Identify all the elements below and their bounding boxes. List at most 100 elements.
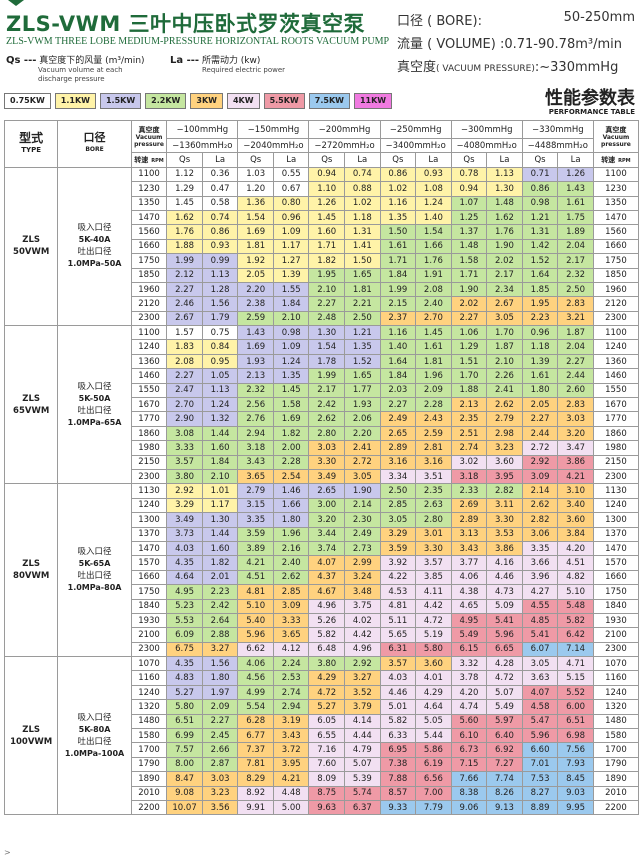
la-cell: 1.31: [344, 224, 381, 240]
la-cell: 1.89: [557, 224, 594, 240]
qs-cell: 4.56: [237, 670, 274, 686]
qs-cell: 3.44: [308, 526, 346, 542]
header-mmhg: −200mmHg: [308, 120, 381, 139]
table-row: 1750 1.99 0.99 1.92 1.27 1.82 1.50 1.71 1.76 1.58…: [5, 253, 640, 269]
rpm-cell-right: 1860: [592, 425, 640, 442]
qs-cell: 2.32: [237, 382, 274, 399]
la-cell: 1.82: [272, 425, 310, 442]
qs-cell: 2.76: [237, 411, 274, 427]
la-cell: 2.41: [344, 440, 381, 456]
la-cell: 4.71: [557, 656, 594, 672]
la-cell: 4.11: [415, 584, 452, 600]
rpm-cell-right: 1370: [592, 526, 640, 542]
table-row: 2100 6.09 2.88 5.96 3.65 5.82 4.42 5.65 5.19 5.49…: [5, 627, 640, 643]
qs-cell: 6.62: [237, 641, 274, 658]
qs-cell: 2.80: [308, 425, 346, 442]
rpm-cell-right: 1580: [592, 728, 640, 744]
la-cell: 4.28: [486, 656, 523, 672]
table-row: 1930 5.53 2.64 5.40 3.33 5.26 4.02 5.11 4.72 4.95…: [5, 612, 640, 629]
qs-cell: 8.29: [237, 771, 274, 787]
rpm-cell-right: 2200: [592, 799, 640, 816]
qs-cell: 6.07: [521, 641, 559, 658]
la-cell: 5.10: [557, 584, 594, 600]
la-cell: 3.79: [344, 699, 381, 715]
la-cell: 2.23: [201, 584, 239, 600]
la-cell: 3.21: [557, 310, 594, 327]
perf-title-cn: 性能参数表: [545, 88, 635, 109]
la-cell: 1.80: [201, 670, 239, 686]
qs-cell: 1.99: [308, 368, 346, 384]
la-cell: 1.21: [344, 325, 381, 341]
qs-cell: 1.76: [166, 224, 203, 240]
la-cell: 2.49: [344, 526, 381, 542]
la-cell: 1.61: [415, 339, 452, 355]
la-cell: 2.08: [415, 281, 452, 298]
bore-en: BORE: [85, 145, 104, 153]
header-la: La: [344, 152, 381, 168]
qs-cell: 7.60: [308, 756, 346, 773]
rpm-en: RPM: [618, 157, 631, 164]
qs-cell: 1.95: [521, 296, 559, 312]
header-mmhg: −250mmHg: [379, 120, 452, 139]
la-cell: 5.86: [415, 742, 452, 758]
la-cell: 4.16: [486, 555, 523, 571]
table-row: 1750 4.95 2.23 4.81 2.85 4.67 3.48 4.53 4.11 4.38…: [5, 584, 640, 600]
la-cell: 3.05: [344, 468, 381, 485]
qs-cell: 3.06: [521, 526, 559, 542]
qs-cell: 1.92: [237, 253, 274, 269]
la-cell: 1.48: [486, 195, 523, 211]
la-cell: 2.87: [201, 756, 239, 773]
qs-cell: 4.27: [521, 584, 559, 600]
qs-cell: 1.60: [308, 224, 346, 240]
qs-cell: 2.02: [450, 296, 488, 312]
rpm-cell: 2120: [130, 296, 168, 312]
la-cell: 4.96: [344, 641, 381, 658]
la-cell: 2.62: [272, 569, 310, 586]
la-cell: 0.93: [201, 238, 239, 255]
la-cell: 1.17: [201, 497, 239, 514]
qs-cell: 4.81: [237, 584, 274, 600]
rpm-cell-right: 1100: [592, 325, 640, 341]
rpm-cell: 2100: [130, 627, 168, 643]
qs-cell: 5.23: [166, 598, 203, 614]
qs-cell: 3.05: [379, 512, 417, 528]
model-type: ZLS 100VWM: [3, 656, 59, 816]
qs-cell: 1.54: [237, 209, 274, 226]
la-cell: 1.18: [344, 209, 381, 226]
la-cell: 2.53: [272, 670, 310, 686]
qs-cell: 3.77: [450, 555, 488, 571]
qs-cell: 8.27: [521, 785, 559, 801]
rpm-cell-right: 1890: [592, 771, 640, 787]
table-row: 1300 3.49 1.30 3.35 1.80 3.20 2.30 3.05 2.80 2.89…: [5, 512, 640, 528]
rpm-cell: 1980: [130, 440, 168, 456]
header-la: La: [415, 152, 452, 168]
table-row: 2300 6.75 3.27 6.62 4.12 6.48 4.96 6.31 5.80 6.15…: [5, 641, 640, 658]
model-ports: 吸入口径 5K-50A 吐出口径 1.0MPa-65A: [57, 325, 132, 485]
la-cell: 0.93: [415, 166, 452, 183]
rpm-cell-right: 1790: [592, 756, 640, 773]
la-cell: 1.50: [344, 253, 381, 269]
qs-cell: 5.82: [308, 627, 346, 643]
rpm-cell: 2150: [130, 454, 168, 470]
qs-cell: 1.36: [237, 195, 274, 211]
la-cell: 2.70: [415, 310, 452, 327]
la-cell: 4.14: [344, 713, 381, 730]
qs-symbol: Qs ---: [6, 55, 37, 66]
qs-cell: 1.40: [379, 339, 417, 355]
rpm-cell: 1230: [130, 181, 168, 197]
qs-cell: 1.71: [379, 253, 417, 269]
vac-en: Vacuum: [135, 133, 163, 141]
spec-bore: 口径 ( BORE): 50-250mm: [397, 10, 635, 29]
rpm-cell: 1240: [130, 497, 168, 514]
qs-cell: 5.49: [450, 627, 488, 643]
la-cell: 2.63: [415, 497, 452, 514]
la-cell: 4.21: [272, 771, 310, 787]
la-cell: 3.43: [272, 728, 310, 744]
rpm-cell-right: 1550: [592, 382, 640, 399]
legend-la: La --- 所需动力 (kw) Required electric power: [170, 53, 285, 75]
table-row: 2200 10.07 3.56 9.91 5.00 9.63 6.37 9.33 7.79 9.0…: [5, 799, 640, 816]
la-cell: 3.60: [415, 656, 452, 672]
qs-cell: 2.37: [379, 310, 417, 327]
qs-cell: 4.74: [450, 699, 488, 715]
performance-table: 型式 TYPE 口径 BORE 真空度 Vacuum pressure −100mmHg −15…: [3, 119, 640, 816]
